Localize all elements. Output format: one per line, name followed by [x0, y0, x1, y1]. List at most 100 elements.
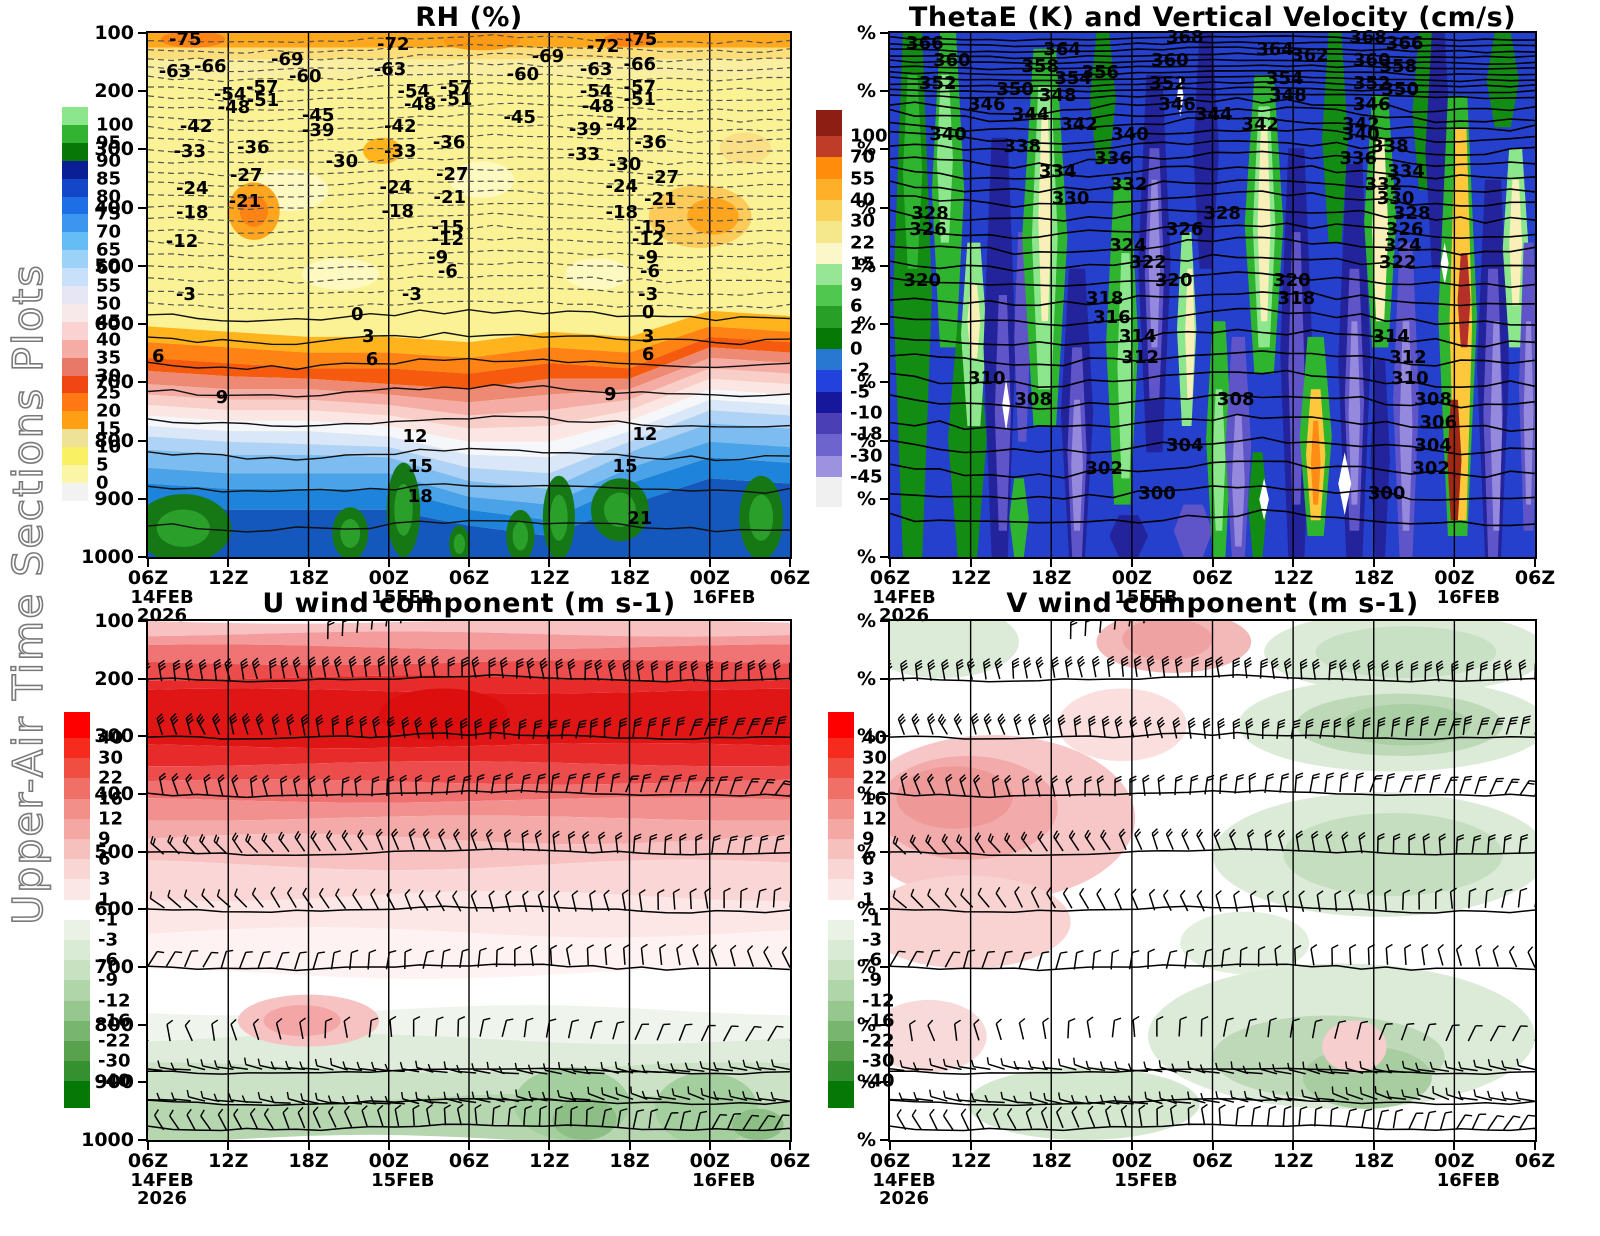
wind-barb-staff	[1446, 1093, 1464, 1101]
wind-barb-tick	[942, 665, 950, 671]
wind-barb-tick	[706, 666, 714, 672]
colorbar-label: -3	[862, 929, 882, 951]
wind-barb-tick	[992, 777, 1000, 783]
wind-barb-staff	[1282, 1108, 1286, 1126]
x-axis-tick	[628, 1142, 631, 1150]
wind-barb-staff	[702, 1094, 719, 1101]
temp-contour-dashed	[148, 124, 790, 134]
y-axis-label: 400	[94, 783, 134, 805]
wind-barb-staff	[361, 1110, 368, 1127]
wind-barb-staff	[571, 894, 577, 912]
thetae-contour	[890, 460, 1535, 479]
contour-label: 314	[1372, 326, 1410, 348]
wind-barb-staff	[700, 1025, 710, 1042]
contour-label: 318	[1277, 287, 1316, 309]
wind-barb-tick	[404, 948, 412, 953]
wind-barb-tick	[1007, 1107, 1013, 1115]
wind-barb-tick	[152, 838, 156, 846]
wind-barb-staff	[586, 948, 589, 966]
wind-barb-tick	[1315, 1019, 1323, 1023]
wind-barb-staff	[1298, 1109, 1302, 1127]
wind-barb-tick	[628, 1062, 632, 1070]
wind-barb-tick	[1170, 1094, 1175, 1102]
wind-barb-tick	[759, 662, 766, 668]
wind-barb-tick	[1205, 659, 1213, 665]
wind-barb-staff	[1196, 895, 1205, 912]
wind-barb-tick	[415, 1091, 418, 1099]
wind-barb-tick	[1487, 1090, 1491, 1098]
wind-barb-tick	[1037, 662, 1044, 669]
rh-orange-spot	[719, 132, 771, 164]
contour-label: 368	[1349, 27, 1387, 49]
wind-barb-tick	[1518, 659, 1526, 665]
wind-barb-tick	[527, 660, 534, 666]
wind-barb-tick	[403, 655, 410, 661]
wind-barb-tick	[1158, 722, 1165, 729]
contour-label: 360	[1353, 50, 1391, 72]
colorbar-label: -9	[98, 969, 118, 991]
wind-barb-tick	[956, 1059, 960, 1067]
wind-barb-tick	[308, 656, 315, 662]
contour-label: 304	[1414, 434, 1452, 456]
wind-barb-tick	[402, 722, 410, 728]
wind-barb-tick	[1114, 1017, 1122, 1022]
wind-barb-staff	[679, 1112, 685, 1130]
wind-barb-tick	[748, 666, 756, 671]
wind-barb-tick	[539, 657, 547, 664]
wind-barb-tick	[1107, 658, 1115, 664]
wind-barb-staff	[890, 1067, 905, 1072]
wind-barb-tick	[1172, 717, 1180, 723]
wind-barb-staff	[1314, 1109, 1317, 1127]
colorbar-swatch	[64, 818, 90, 840]
wind-barb-tick	[1347, 716, 1355, 722]
wind-barb-tick	[276, 1017, 283, 1024]
wind-barb-tick	[280, 778, 288, 784]
wind-barb-tick	[673, 888, 680, 894]
wind-barb-staff	[1235, 1108, 1239, 1126]
y-axis-label: %	[856, 725, 876, 748]
wind-barb-tick	[967, 661, 975, 667]
wind-barb-tick	[996, 663, 1003, 670]
contour-label: 350	[996, 79, 1034, 101]
wind-barb-tick	[503, 721, 510, 726]
wind-barb-tick	[1393, 719, 1401, 724]
wind-barb-tick	[1272, 1064, 1276, 1072]
wind-barb-tick	[490, 724, 498, 729]
wind-barb-tick	[200, 664, 207, 671]
wind-barb-tick	[501, 663, 508, 669]
wind-barb-staff	[1046, 892, 1057, 909]
wind-barb-tick	[1418, 888, 1426, 894]
wind-barb-staff	[1475, 1065, 1493, 1072]
colorbar-label: 30	[96, 365, 122, 386]
wind-barb-tick	[1266, 776, 1274, 780]
wind-barb-tick	[460, 717, 468, 723]
wind-barb-tick	[1411, 660, 1419, 666]
contour-label: -6	[640, 260, 661, 282]
wind-barb-tick	[293, 778, 301, 784]
wind-barb-tick	[1521, 833, 1529, 838]
wind-barb-tick	[1523, 715, 1531, 719]
wind-barb-tick	[1437, 666, 1444, 672]
wind-barb-staff	[302, 1067, 320, 1071]
wind-barb-tick	[1416, 1087, 1419, 1096]
wind-barb-tick	[1271, 660, 1279, 666]
colorbar-label: -3	[98, 929, 118, 951]
wind-barb-tick	[1282, 773, 1290, 777]
wind-barb-tick	[400, 1091, 404, 1099]
wind-barb-staff	[456, 1108, 462, 1126]
wind-barb-staff	[960, 1114, 970, 1130]
wind-barb-tick	[1300, 664, 1308, 670]
wind-barb-tick	[432, 661, 440, 667]
wind-barb-staff	[758, 1067, 776, 1071]
wind-barb-tick	[615, 835, 623, 840]
wind-barb-tick	[1266, 773, 1275, 777]
wind-barb-tick	[1501, 1091, 1505, 1099]
wind-barb-tick	[1313, 664, 1320, 670]
wind-barb-tick	[470, 890, 477, 897]
wind-barb-tick	[1042, 951, 1050, 954]
y-axis-tick	[880, 620, 888, 622]
wind-barb-tick	[1365, 1108, 1373, 1112]
wind-barb-tick	[597, 772, 606, 776]
wind-barb-tick	[1175, 774, 1183, 779]
wind-barb-tick	[1084, 776, 1092, 781]
